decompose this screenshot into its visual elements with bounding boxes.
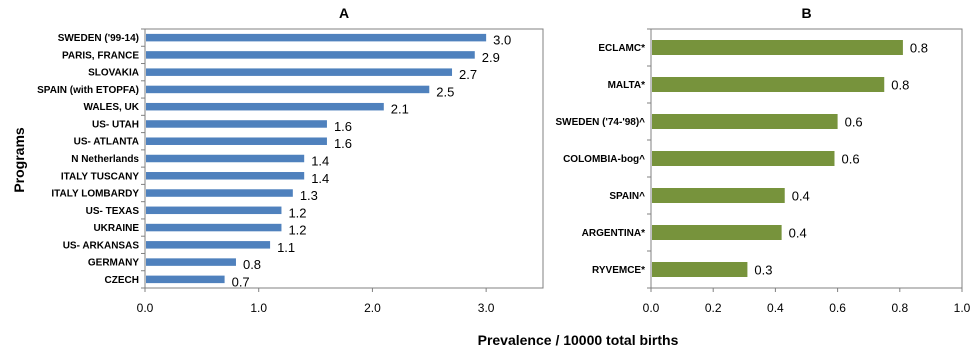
panel-b-value-label: 0.6 xyxy=(841,152,859,167)
panel-a-value-label: 2.1 xyxy=(391,102,409,117)
panel-b-category-label: COLOMBIA-bog^ xyxy=(563,154,645,165)
panel-a-bar xyxy=(146,154,305,163)
panel-a-bar xyxy=(146,172,305,180)
panel-b-category-label: SWEDEN ('74-'98)^ xyxy=(555,117,645,128)
panel-a-x-tick-label: 1.0 xyxy=(250,301,267,315)
panel-b-bar xyxy=(652,188,785,203)
panel-a-category-label: US- ARKANSAS xyxy=(63,240,140,251)
panel-a-category-label: PARIS, FRANCE xyxy=(62,50,139,61)
panel-a-category-label: ITALY LOMBARDY xyxy=(51,189,139,200)
panel-b-x-tick-label: 0.8 xyxy=(891,301,908,315)
panel-a-value-label: 2.9 xyxy=(482,50,500,65)
panel-b-value-label: 0.8 xyxy=(891,78,909,93)
x-axis-title: Prevalence / 10000 total births xyxy=(478,332,679,348)
panel-b-category-label: MALTA* xyxy=(608,80,646,91)
panel-a-value-label: 1.3 xyxy=(300,188,318,203)
panel-a-value-label: 1.2 xyxy=(288,205,306,220)
panel-b-x-tick-label: 1.0 xyxy=(954,301,971,315)
panel-b-bar xyxy=(652,225,782,240)
panel-a-bar xyxy=(146,258,236,266)
panel-b-bar xyxy=(652,151,835,166)
panel-a-bar xyxy=(146,189,293,197)
panel-b-bar xyxy=(652,77,885,92)
panel-a-x-tick-label: 2.0 xyxy=(364,301,381,315)
panel-a-value-label: 1.6 xyxy=(334,119,352,134)
panel-b-x-tick-label: 0.6 xyxy=(829,301,846,315)
panel-b-bar xyxy=(652,40,903,55)
panel-a-category-label: CZECH xyxy=(105,275,139,286)
panel-a-plot-frame xyxy=(144,28,544,289)
panel-a-bar xyxy=(146,120,327,128)
panel-a-value-label: 3.0 xyxy=(493,33,511,48)
panel-a-bar xyxy=(146,85,430,94)
panel-b-x-tick-label: 0.2 xyxy=(705,301,722,315)
panel-a-category-label: N Netherlands xyxy=(71,154,139,165)
panel-a-value-label: 0.7 xyxy=(232,274,250,289)
panel-b-value-label: 0.6 xyxy=(845,115,863,130)
panel-a-value-label: 1.1 xyxy=(277,240,295,255)
panel-b-bar xyxy=(652,262,748,277)
panel-a-bar xyxy=(146,68,453,76)
panel-b-category-label: ARGENTINA* xyxy=(582,228,645,239)
panel-b-bar xyxy=(652,114,838,129)
panel-a-x-tick-label: 3.0 xyxy=(478,301,495,315)
panel-a-category-label: SLOVAKIA xyxy=(88,68,139,79)
panel-a-title: A xyxy=(339,5,349,21)
panel-a-bar xyxy=(146,137,327,145)
panel-b-value-label: 0.8 xyxy=(910,41,928,56)
panel-a-value-label: 2.5 xyxy=(436,84,454,99)
panel-a-category-label: US- UTAH xyxy=(92,119,139,130)
panel-a-x-tick-label: 0.0 xyxy=(137,301,154,315)
panel-a-bar xyxy=(146,275,225,284)
panel-a-category-label: WALES, UK xyxy=(83,102,139,113)
panel-a-value-label: 2.7 xyxy=(459,67,477,82)
panel-b-title: B xyxy=(801,5,811,21)
panel-a-category-label: UKRAINE xyxy=(93,223,139,234)
panel-b-category-label: ECLAMC* xyxy=(598,43,645,54)
panel-a-category-label: SWEDEN ('99-14) xyxy=(58,33,139,44)
panel-a-bar xyxy=(146,102,384,111)
panel-b-category-label: SPAIN^ xyxy=(609,191,645,202)
panel-b-category-label: RYVEMCE* xyxy=(592,265,645,276)
panel-b-value-label: 0.4 xyxy=(792,189,810,204)
panel-a-bar xyxy=(146,241,271,249)
panel-a-value-label: 1.2 xyxy=(288,223,306,238)
panel-a-category-label: ITALY TUSCANY xyxy=(61,171,139,182)
panel-b-value-label: 0.3 xyxy=(754,263,772,278)
panel-a-category-label: SPAIN (with ETOPFA) xyxy=(37,85,139,96)
panel-b-value-label: 0.4 xyxy=(789,226,807,241)
panel-a-bar xyxy=(146,223,282,232)
panel-a-value-label: 1.6 xyxy=(334,136,352,151)
panel-b-x-tick-label: 0.0 xyxy=(643,301,660,315)
panel-b-x-tick-label: 0.4 xyxy=(767,301,784,315)
panel-a-value-label: 1.4 xyxy=(311,171,329,186)
panel-a-bar xyxy=(146,206,282,215)
panel-a-value-label: 0.8 xyxy=(243,257,261,272)
panel-a-category-label: US- ATLANTA xyxy=(74,137,139,148)
panel-a-value-label: 1.4 xyxy=(311,154,329,169)
panel-a-category-label: US- TEXAS xyxy=(86,206,140,217)
panel-a-bar xyxy=(146,51,475,59)
panel-b-plot-frame xyxy=(650,28,963,289)
y-axis-title: Programs xyxy=(11,127,27,193)
panel-a-bar xyxy=(146,33,487,42)
panel-a-category-label: GERMANY xyxy=(88,258,139,269)
